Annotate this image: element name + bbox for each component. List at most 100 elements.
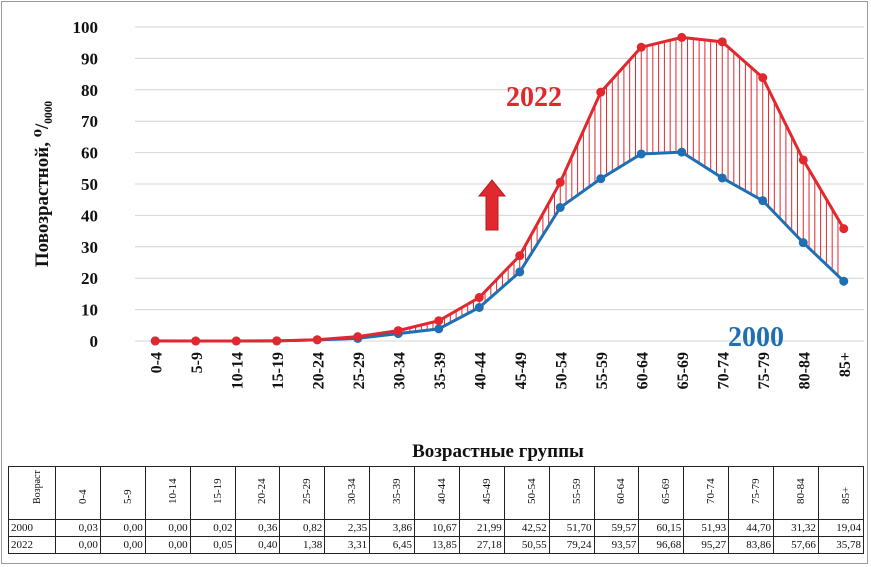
- table-header-cell: 70-74: [683, 466, 730, 520]
- table-header-cell: 80-84: [773, 466, 819, 520]
- data-point-2000: [677, 147, 687, 157]
- table-header-cell: 40-44: [414, 466, 460, 520]
- table-header-text: 80-84: [794, 478, 807, 504]
- data-point-2022: [758, 73, 768, 83]
- table-header-text: 55-59: [570, 478, 583, 504]
- data-point-2022: [191, 336, 201, 346]
- table-cell: 0,82: [279, 519, 326, 537]
- x-tick-label: 85+: [837, 352, 854, 377]
- data-point-2022: [150, 336, 160, 346]
- series-line-2022: [155, 35, 846, 343]
- table-cell: 79,24: [548, 536, 595, 554]
- table-header-row: Возраст 0-4 5-9 10-14 15-19 20-24 25-29 30-34 35…: [8, 466, 865, 520]
- up-arrow-icon: [477, 179, 507, 231]
- table-cell: 0,00: [99, 519, 146, 537]
- table-cell: 19,04: [817, 519, 865, 537]
- data-point-2022: [231, 336, 241, 346]
- table-cell: 21,99: [458, 519, 505, 537]
- x-tick-label: 10-14: [229, 352, 246, 389]
- table-header-cell: 5-9: [99, 466, 146, 520]
- table-cell: 59,57: [593, 519, 640, 537]
- series-label-2000: 2000: [728, 322, 784, 353]
- table-cell: 35,78: [817, 536, 865, 554]
- table-row: 2022 0,00 0,00 0,00 0,05 0,40 1,38 3,31 6,45 13,8…: [8, 536, 865, 554]
- data-point-2022: [798, 155, 808, 165]
- table-cell: 0,00: [55, 536, 101, 554]
- table-cell: 10,67: [414, 519, 460, 537]
- data-point-2000: [596, 174, 606, 184]
- table-header-cell: 10-14: [144, 466, 191, 520]
- table-row-label: 2000: [8, 519, 56, 537]
- x-tick-label: 45-49: [513, 352, 530, 389]
- table-header-cell: 50-54: [503, 466, 550, 520]
- table-cell: 57,66: [773, 536, 819, 554]
- table-header-text: 0-4: [76, 489, 89, 504]
- data-point-2022: [434, 316, 444, 326]
- line-chart: 0 10 20 30 40 50 60 70 80 90 100 0-4 5-9 10-14 15-19 20…: [32, 18, 864, 462]
- data-point-2022: [839, 224, 849, 234]
- data-point-2022: [596, 87, 606, 97]
- data-point-2022: [393, 326, 403, 336]
- table-header-cell: 55-59: [548, 466, 595, 520]
- x-tick-label: 80-84: [796, 352, 813, 389]
- table-cell: 0,40: [234, 536, 281, 554]
- table-header-text: 85+: [839, 486, 852, 504]
- table-header-text: 70-74: [705, 478, 718, 504]
- table-cell: 93,57: [593, 536, 640, 554]
- data-point-2022: [636, 42, 646, 52]
- table-header-label: Возраст: [32, 470, 43, 504]
- data-point-2022: [677, 32, 687, 42]
- table-header-text: 65-69: [660, 478, 673, 504]
- table-header-cell: 15-19: [189, 466, 236, 520]
- table-header-cell: 75-79: [728, 466, 774, 520]
- data-point-2000: [474, 302, 484, 312]
- y-tick-label: 50: [81, 175, 98, 194]
- table-header-text: 25-29: [301, 478, 314, 504]
- table-header-text: 5-9: [121, 489, 134, 504]
- x-tick-label: 15-19: [270, 352, 287, 389]
- data-point-2022: [353, 332, 363, 342]
- x-tick-label: 60-64: [634, 352, 651, 389]
- table-header-cell: 0-4: [55, 466, 101, 520]
- table-cell: 31,32: [773, 519, 819, 537]
- data-point-2022: [717, 37, 727, 47]
- table-header-cell: 35-39: [369, 466, 415, 520]
- table-cell: 0,00: [144, 536, 191, 554]
- x-tick-label: 0-4: [148, 352, 165, 373]
- data-point-2000: [839, 276, 849, 286]
- table-cell: 96,68: [638, 536, 685, 554]
- table-cell: 0,00: [99, 536, 146, 554]
- table-header-text: 45-49: [480, 478, 493, 504]
- table-cell: 6,45: [369, 536, 415, 554]
- table-header-corner: Возраст: [8, 466, 56, 520]
- x-tick-label: 55-59: [594, 352, 611, 389]
- data-point-2000: [434, 324, 444, 334]
- table-cell: 2,35: [324, 519, 371, 537]
- y-tick-label: 0: [90, 332, 99, 351]
- table-cell: 3,86: [369, 519, 415, 537]
- y-tick-label: 70: [81, 112, 98, 131]
- table-cell: 13,85: [414, 536, 460, 554]
- x-tick-label: 75-79: [756, 352, 773, 389]
- x-tick-label: 70-74: [715, 352, 732, 389]
- data-point-2022: [555, 177, 565, 187]
- table-cell: 0,05: [189, 536, 236, 554]
- data-table: Возраст 0-4 5-9 10-14 15-19 20-24 25-29 30-34 35…: [8, 466, 865, 554]
- table-cell: 0,02: [189, 519, 236, 537]
- x-axis-label: Возрастные группы: [412, 441, 584, 462]
- y-tick-label: 20: [81, 269, 98, 288]
- table-cell: 0,03: [55, 519, 101, 537]
- x-tick-label: 40-44: [472, 352, 489, 389]
- table-header-cell: 65-69: [638, 466, 685, 520]
- y-tick-label: 60: [81, 144, 98, 163]
- table-header-text: 35-39: [391, 478, 404, 504]
- data-point-2000: [798, 238, 808, 248]
- y-tick-label: 10: [81, 301, 98, 320]
- table-cell: 60,15: [638, 519, 685, 537]
- table-header-text: 10-14: [166, 478, 179, 504]
- data-point-2000: [636, 149, 646, 159]
- y-tick-label: 100: [73, 18, 99, 37]
- data-point-2000: [555, 202, 565, 212]
- table-header-text: 20-24: [256, 478, 269, 504]
- x-tick-label: 25-29: [351, 352, 368, 389]
